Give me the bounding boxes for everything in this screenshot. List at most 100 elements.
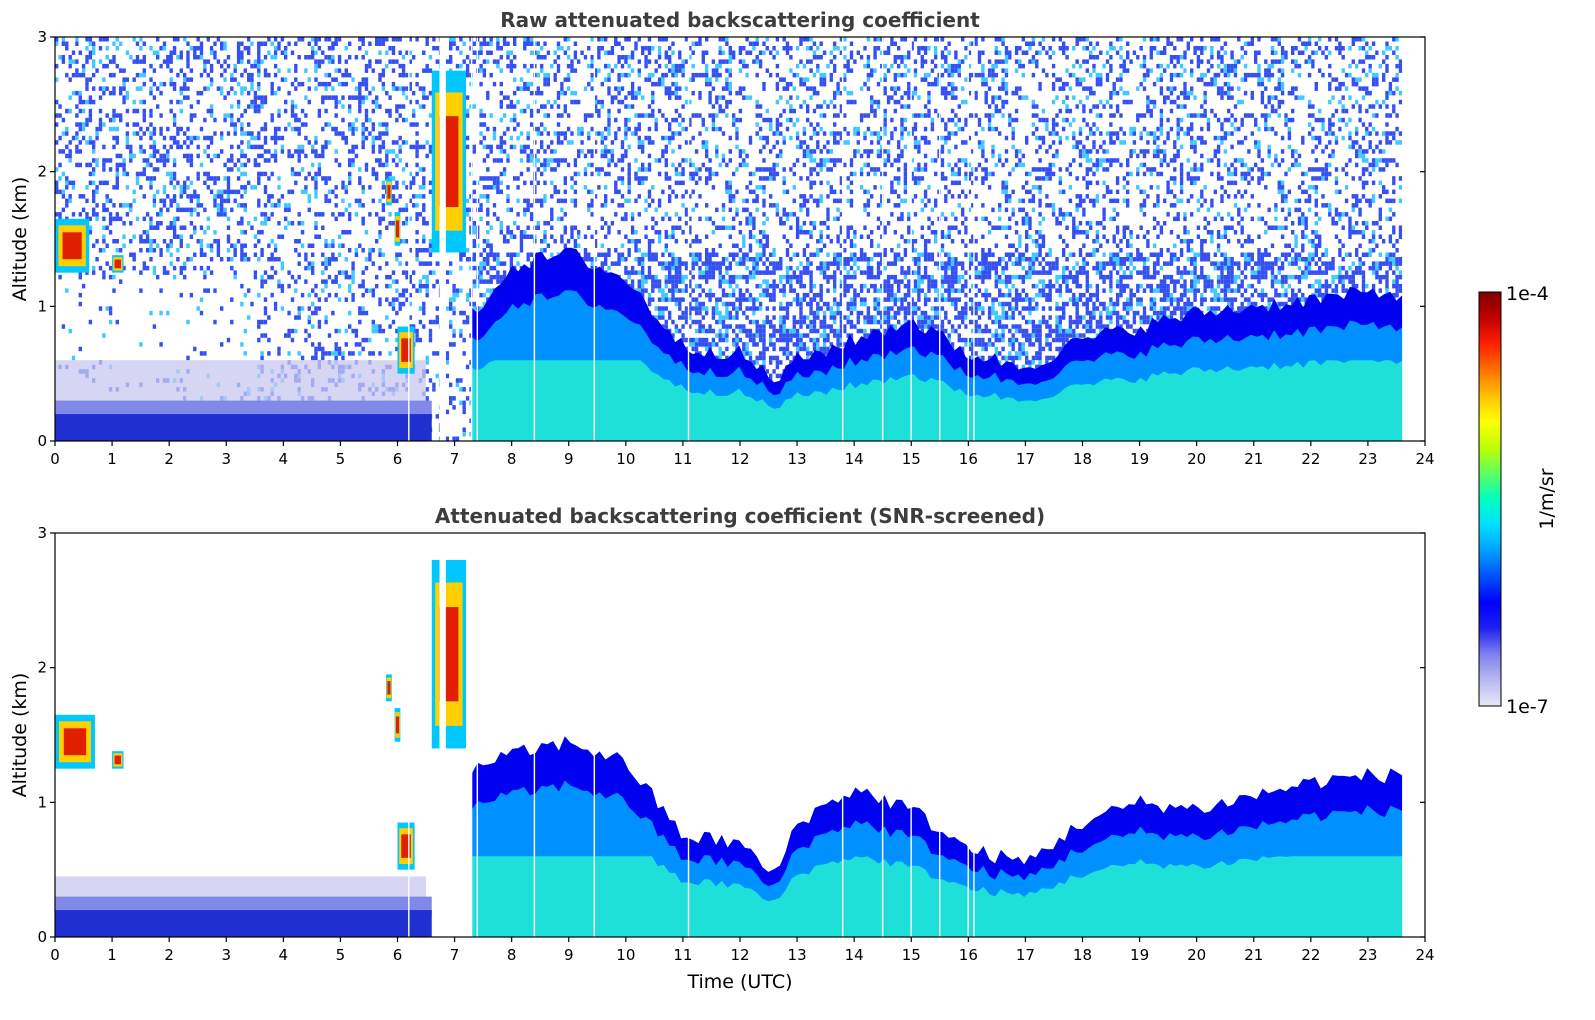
noise-pixel <box>247 50 251 55</box>
noise-pixel <box>334 194 338 199</box>
noise-pixel <box>364 63 369 69</box>
noise-pixel <box>560 86 564 91</box>
noise-pixel <box>263 203 268 208</box>
noise-pixel <box>408 59 412 64</box>
noise-pixel <box>119 86 123 91</box>
noise-pixel <box>529 212 534 217</box>
noise-pixel <box>68 77 72 82</box>
noise-pixel <box>55 180 59 186</box>
noise-pixel <box>273 153 278 159</box>
noise-pixel <box>678 301 682 307</box>
noise-pixel <box>381 180 386 186</box>
noise-pixel <box>280 194 285 199</box>
noise-pixel <box>250 225 254 230</box>
noise-pixel <box>260 171 264 177</box>
noise-pixel <box>324 180 328 186</box>
noise-pixel <box>513 234 517 239</box>
noise-pixel <box>115 212 119 217</box>
noise-pixel <box>465 248 470 253</box>
noise-pixel <box>462 387 466 392</box>
noise-pixel <box>661 288 665 293</box>
noise-pixel <box>566 77 571 82</box>
noise-pixel <box>641 149 645 154</box>
noise-pixel <box>566 86 571 91</box>
noise-pixel <box>196 239 200 244</box>
noise-pixel <box>405 203 409 208</box>
noise-pixel <box>657 230 662 235</box>
noise-pixel <box>132 252 136 257</box>
noise-pixel <box>422 274 426 280</box>
noise-pixel <box>284 77 288 82</box>
noise-pixel <box>102 77 106 82</box>
noise-pixel <box>610 68 615 73</box>
noise-pixel <box>105 63 109 69</box>
noise-pixel <box>351 95 355 100</box>
noise-pixel <box>172 46 177 51</box>
noise-pixel <box>331 41 335 46</box>
noise-pixel <box>671 297 675 302</box>
noise-pixel <box>186 86 190 91</box>
noise-pixel <box>496 63 500 69</box>
noise-pixel <box>304 176 308 181</box>
noise-pixel <box>637 261 641 266</box>
noise-pixel <box>550 234 554 239</box>
noise-pixel <box>412 108 416 114</box>
noise-pixel <box>671 292 675 298</box>
noise-pixel <box>324 108 328 114</box>
noise-pixel <box>284 46 288 51</box>
noise-pixel <box>395 337 399 343</box>
noise-pixel <box>425 221 429 226</box>
noise-pixel <box>250 41 254 46</box>
noise-pixel <box>183 86 187 91</box>
noise-pixel <box>630 225 635 230</box>
noise-pixel <box>381 72 386 78</box>
noise-pixel <box>280 288 285 293</box>
noise-pixel <box>391 319 396 325</box>
noise-pixel <box>348 283 352 289</box>
noise-pixel <box>634 198 638 204</box>
noise-pixel <box>630 81 635 87</box>
noise-pixel <box>253 185 258 190</box>
noise-pixel <box>55 41 59 46</box>
noise-pixel <box>401 288 406 293</box>
noise-pixel <box>597 131 601 136</box>
noise-pixel <box>351 131 355 136</box>
noise-pixel <box>122 171 126 177</box>
noise-pixel <box>654 274 658 280</box>
noise-pixel <box>425 248 429 253</box>
noise-pixel <box>459 310 463 316</box>
noise-pixel <box>166 207 170 213</box>
noise-pixel <box>311 301 315 307</box>
noise-pixel <box>311 252 315 257</box>
noise-pixel <box>102 225 106 230</box>
noise-pixel <box>183 37 187 42</box>
noise-pixel <box>486 126 490 132</box>
noise-pixel <box>644 198 648 204</box>
noise-pixel <box>529 158 534 163</box>
noise-pixel <box>226 234 231 239</box>
noise-pixel <box>260 126 264 132</box>
noise-pixel <box>449 37 453 42</box>
noise-pixel <box>550 212 554 217</box>
noise-pixel <box>297 117 301 123</box>
noise-pixel <box>371 68 375 73</box>
noise-pixel <box>125 171 130 177</box>
noise-pixel <box>287 333 291 338</box>
noise-pixel <box>627 72 631 78</box>
noise-pixel <box>499 158 503 163</box>
noise-pixel <box>324 81 328 87</box>
noise-pixel <box>203 207 207 213</box>
noise-pixel <box>681 337 685 343</box>
noise-pixel <box>105 198 109 204</box>
noise-pixel <box>600 216 604 222</box>
noise-pixel <box>543 221 547 226</box>
noise-pixel <box>152 140 157 145</box>
noise-pixel <box>654 158 658 163</box>
noise-pixel <box>499 117 503 123</box>
noise-pixel <box>577 171 581 177</box>
noise-pixel <box>492 257 497 262</box>
noise-pixel <box>452 328 456 334</box>
noise-pixel <box>257 239 261 244</box>
noise-pixel <box>169 99 173 105</box>
noise-pixel <box>553 99 557 105</box>
